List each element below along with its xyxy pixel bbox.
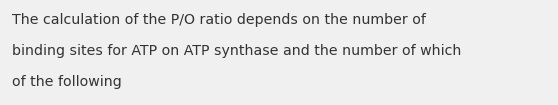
Text: of the following: of the following bbox=[12, 75, 122, 89]
Text: The calculation of the P/O ratio depends on the number of: The calculation of the P/O ratio depends… bbox=[12, 13, 426, 27]
Text: binding sites for ATP on ATP synthase and the number of which: binding sites for ATP on ATP synthase an… bbox=[12, 44, 461, 58]
